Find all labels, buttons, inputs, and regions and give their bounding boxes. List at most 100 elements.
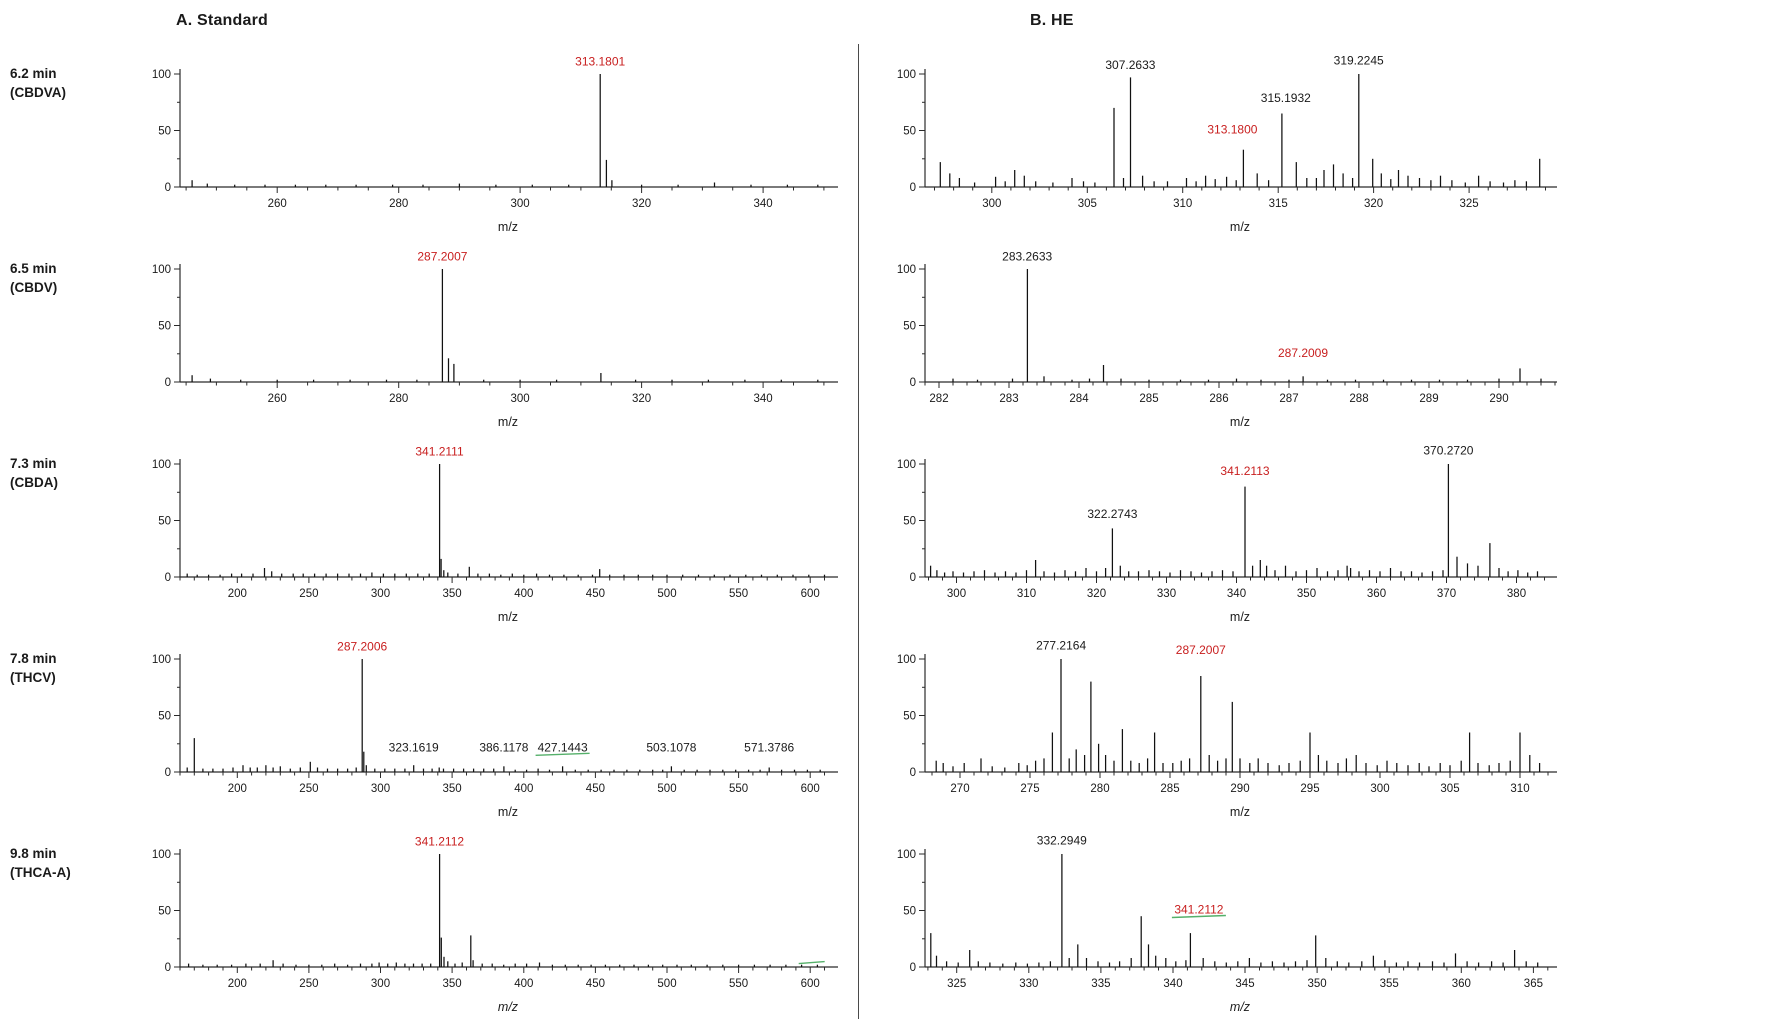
spectra-row-cbda: 7.3 min (CBDA) 0 50 100 200 250 300 350 400 450 5… xyxy=(0,434,1769,629)
svg-text:285: 285 xyxy=(1160,783,1179,795)
svg-text:600: 600 xyxy=(801,588,820,600)
svg-text:287.2006: 287.2006 xyxy=(337,640,387,654)
row-label-thca-a: 9.8 min (THCA-A) xyxy=(0,824,122,1019)
svg-text:500: 500 xyxy=(657,588,676,600)
svg-text:315.1932: 315.1932 xyxy=(1261,91,1311,105)
svg-text:50: 50 xyxy=(158,516,171,528)
svg-text:50: 50 xyxy=(158,126,171,138)
svg-text:m/z: m/z xyxy=(1230,805,1250,819)
spectrum-he-cbda: 0 50 100 300 310 320 330 340 350 360 370 380 322.274… xyxy=(897,444,1557,624)
svg-text:50: 50 xyxy=(158,711,171,723)
svg-text:386.1178: 386.1178 xyxy=(479,740,528,754)
svg-text:550: 550 xyxy=(729,783,748,795)
svg-text:300: 300 xyxy=(1370,783,1389,795)
svg-text:300: 300 xyxy=(371,588,390,600)
svg-text:370: 370 xyxy=(1437,588,1456,600)
svg-text:350: 350 xyxy=(443,978,462,990)
svg-text:287.2007: 287.2007 xyxy=(417,250,467,264)
compound-name: (THCA-A) xyxy=(10,865,71,880)
svg-text:503.1078: 503.1078 xyxy=(646,740,696,754)
svg-text:287.2007: 287.2007 xyxy=(1176,643,1226,657)
svg-text:341.2112: 341.2112 xyxy=(1174,903,1223,917)
svg-text:m/z: m/z xyxy=(1230,1000,1251,1014)
svg-text:350: 350 xyxy=(443,783,462,795)
svg-text:360: 360 xyxy=(1452,978,1471,990)
svg-text:335: 335 xyxy=(1091,978,1110,990)
svg-text:341.2113: 341.2113 xyxy=(1220,464,1269,478)
svg-text:260: 260 xyxy=(268,198,287,210)
svg-text:310: 310 xyxy=(1173,198,1192,210)
compound-name: (THCV) xyxy=(10,670,56,685)
svg-text:319.2245: 319.2245 xyxy=(1334,54,1384,68)
svg-text:450: 450 xyxy=(586,588,605,600)
svg-text:305: 305 xyxy=(1078,198,1097,210)
svg-text:315: 315 xyxy=(1269,198,1288,210)
svg-text:450: 450 xyxy=(586,978,605,990)
svg-text:345: 345 xyxy=(1235,978,1254,990)
svg-text:100: 100 xyxy=(897,69,916,81)
svg-text:277.2164: 277.2164 xyxy=(1036,639,1086,653)
spectrum-standard-thcv: 0 50 100 200 250 300 350 400 450 500 550 600 287.200… xyxy=(152,640,838,819)
svg-text:100: 100 xyxy=(152,459,171,471)
svg-text:283: 283 xyxy=(999,393,1018,405)
svg-text:365: 365 xyxy=(1524,978,1543,990)
svg-text:m/z: m/z xyxy=(1230,415,1250,429)
row-label-cbdva: 6.2 min (CBDVA) xyxy=(0,44,122,239)
svg-text:100: 100 xyxy=(897,459,916,471)
svg-text:380: 380 xyxy=(1507,588,1526,600)
svg-text:m/z: m/z xyxy=(498,805,518,819)
svg-text:450: 450 xyxy=(586,783,605,795)
spectrum-he-thca-a: 0 50 100 325 330 335 340 345 350 355 360 365 332.294… xyxy=(897,834,1557,1014)
svg-text:400: 400 xyxy=(514,978,533,990)
svg-text:200: 200 xyxy=(228,978,247,990)
svg-text:340: 340 xyxy=(754,393,773,405)
svg-text:280: 280 xyxy=(1090,783,1109,795)
svg-text:100: 100 xyxy=(152,264,171,276)
spectra-row-cbdva: 6.2 min (CBDVA) 0 50 100 260 280 300 320 340 313… xyxy=(0,44,1769,239)
svg-text:320: 320 xyxy=(632,393,651,405)
svg-text:341.2111: 341.2111 xyxy=(415,445,464,459)
svg-text:360: 360 xyxy=(1367,588,1386,600)
svg-text:0: 0 xyxy=(910,767,916,779)
svg-text:100: 100 xyxy=(897,654,916,666)
svg-text:300: 300 xyxy=(371,978,390,990)
svg-text:370.2720: 370.2720 xyxy=(1423,444,1473,458)
svg-text:50: 50 xyxy=(903,711,916,723)
compound-name: (CBDA) xyxy=(10,475,58,490)
retention-time: 7.8 min xyxy=(10,651,57,666)
svg-text:280: 280 xyxy=(389,393,408,405)
row-label-cbdv: 6.5 min (CBDV) xyxy=(0,239,122,434)
retention-time: 6.5 min xyxy=(10,261,57,276)
svg-text:250: 250 xyxy=(299,783,318,795)
svg-text:50: 50 xyxy=(158,906,171,918)
spectrum-standard-thca-a: 0 50 100 200 250 300 350 400 450 500 550 600 341.211… xyxy=(152,835,838,1014)
spectrum-he-thcv: 0 50 100 270 275 280 285 290 295 300 305 310 277.216… xyxy=(897,639,1557,819)
column-b-header: B. HE xyxy=(1030,12,1074,29)
svg-text:500: 500 xyxy=(657,978,676,990)
svg-text:350: 350 xyxy=(443,588,462,600)
svg-text:400: 400 xyxy=(514,783,533,795)
svg-text:0: 0 xyxy=(165,767,171,779)
svg-text:m/z: m/z xyxy=(1230,610,1250,624)
svg-text:322.2743: 322.2743 xyxy=(1087,507,1137,521)
svg-text:295: 295 xyxy=(1300,783,1319,795)
spectrum-he-cbdva: 0 50 100 300 305 310 315 320 325 307.2633 313.1800… xyxy=(897,54,1557,234)
svg-text:313.1800: 313.1800 xyxy=(1207,123,1257,137)
svg-text:300: 300 xyxy=(511,198,530,210)
svg-text:341.2112: 341.2112 xyxy=(415,835,464,849)
svg-text:287.2009: 287.2009 xyxy=(1278,346,1328,360)
column-headers: A. Standard B. HE xyxy=(0,0,1769,44)
spectrum-standard-cbdva: 0 50 100 260 280 300 320 340 313.1801 m/z xyxy=(152,55,838,234)
svg-text:m/z: m/z xyxy=(498,1000,519,1014)
svg-text:285: 285 xyxy=(1139,393,1158,405)
svg-text:50: 50 xyxy=(903,321,916,333)
svg-text:50: 50 xyxy=(903,906,916,918)
svg-text:260: 260 xyxy=(268,393,287,405)
svg-text:100: 100 xyxy=(897,264,916,276)
svg-text:313.1801: 313.1801 xyxy=(575,55,625,69)
svg-text:250: 250 xyxy=(299,978,318,990)
svg-text:340: 340 xyxy=(1163,978,1182,990)
svg-text:290: 290 xyxy=(1489,393,1508,405)
svg-text:300: 300 xyxy=(947,588,966,600)
svg-text:330: 330 xyxy=(1019,978,1038,990)
